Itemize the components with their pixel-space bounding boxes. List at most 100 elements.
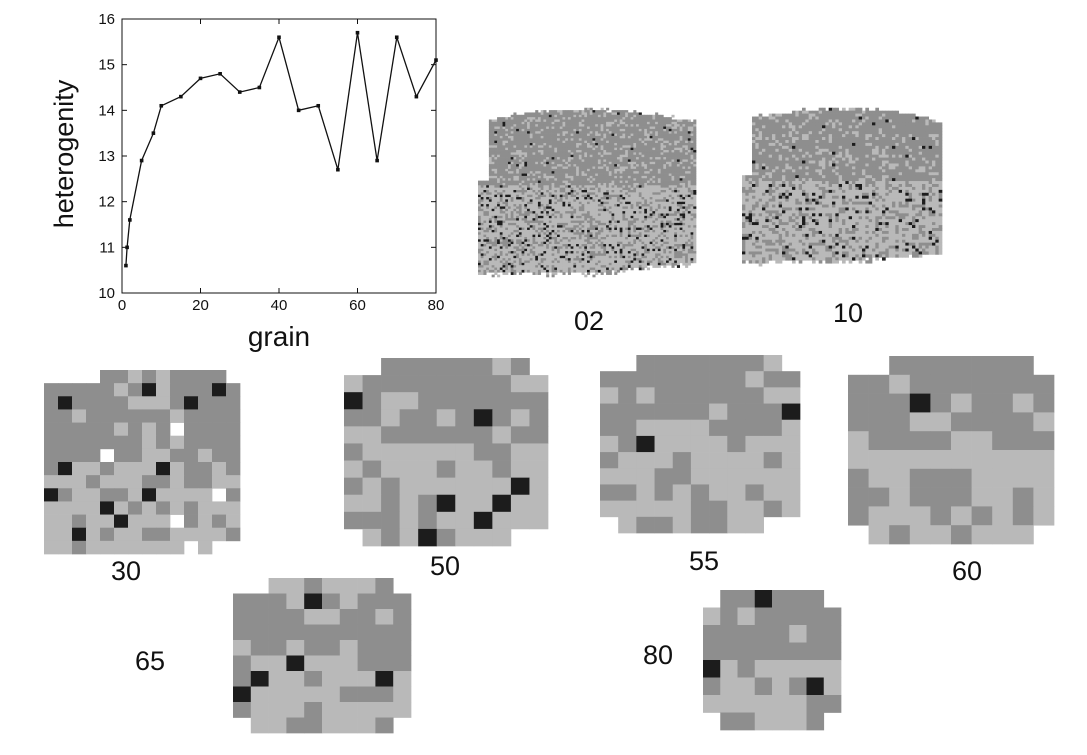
grain-cell (518, 128, 522, 132)
grain-cell (532, 126, 536, 130)
grain-cell (499, 197, 503, 200)
grain-cell (516, 194, 520, 198)
grain-cell (510, 213, 514, 217)
grain-cell (682, 185, 686, 188)
grain-cell (510, 255, 514, 259)
grain-cell (499, 218, 503, 221)
grain-cell (638, 204, 642, 207)
grain-cell (559, 260, 563, 264)
grain-cell (497, 164, 501, 167)
grain-cell (655, 227, 659, 231)
grain-cell (543, 211, 547, 214)
grain-cell (584, 128, 588, 132)
grain-cell (687, 147, 691, 151)
grain-cell (619, 251, 623, 254)
grain-cell (657, 131, 661, 134)
grain-cell (581, 171, 585, 174)
grain-cell (488, 213, 492, 217)
grain-cell (516, 208, 520, 212)
grain-cell (693, 225, 697, 228)
grain-cell (510, 197, 514, 200)
grain-cell (679, 234, 683, 238)
grain-cell (532, 211, 536, 214)
grain-cell (478, 260, 482, 264)
grain-cell (480, 204, 484, 207)
grain-cell (611, 140, 615, 144)
grain-cell (565, 258, 569, 261)
grain-cell (516, 171, 520, 174)
grain-cell (494, 241, 498, 245)
grain-cell (551, 187, 555, 191)
grain-cell (693, 121, 697, 125)
grain-cell (666, 143, 670, 146)
grain-cell (685, 220, 689, 224)
grain-cell (507, 234, 512, 238)
grain-cell (570, 248, 574, 252)
grain-cell (606, 133, 610, 137)
grain-cell (562, 138, 566, 141)
grain-cell (510, 121, 514, 125)
grain-cell (584, 175, 588, 179)
grain-cell (657, 244, 661, 247)
grain-cell (603, 201, 607, 205)
grain-cell (595, 225, 599, 228)
grain-cell (666, 222, 670, 226)
grain-cell (636, 215, 640, 219)
grain-cell (518, 124, 522, 127)
grain-cell (649, 237, 653, 240)
grain-cell (614, 157, 618, 160)
grain-cell (491, 133, 495, 137)
grain-cell (532, 178, 536, 181)
grain-cell (630, 131, 634, 134)
grain-cell (537, 161, 542, 165)
grain-cell (636, 175, 640, 179)
grain-cell (562, 253, 566, 257)
grain-cell (652, 192, 656, 196)
grain-cell (551, 246, 555, 250)
grain-cell (494, 119, 498, 123)
grain-cell (666, 255, 670, 259)
grain-cell (679, 164, 683, 167)
grain-cell (548, 110, 552, 113)
grain-cell (687, 152, 691, 156)
grain-cell (657, 246, 661, 250)
grain-cell (657, 145, 661, 149)
grain-cell (546, 131, 550, 134)
grain-cell (693, 135, 697, 139)
grain-cell (682, 150, 686, 153)
grain-cell (567, 246, 571, 250)
grain-cell (603, 208, 607, 212)
grain-cell (570, 135, 574, 139)
grain-cell (644, 150, 648, 153)
grain-cell (551, 208, 555, 212)
grain-cell (690, 241, 694, 245)
grain-cell (486, 222, 490, 226)
grain-cell (603, 150, 607, 153)
grain-cell (600, 173, 604, 177)
grain-cell (516, 140, 520, 144)
grain-cell (565, 119, 569, 123)
grain-cell (641, 244, 645, 247)
grain-cell (660, 241, 664, 245)
grain-cell (494, 147, 498, 151)
grain-cell (551, 201, 555, 205)
grain-cell (685, 140, 689, 144)
grain-cell (589, 255, 593, 259)
grain-cell (674, 161, 678, 165)
grain-cell (663, 251, 667, 254)
grain-cell (589, 114, 593, 118)
grain-cell (690, 190, 694, 193)
grain-cell (693, 220, 697, 224)
grain-cell (494, 133, 498, 137)
grain-cell (507, 215, 512, 219)
grain-cell (660, 211, 664, 214)
grain-cell (660, 218, 664, 221)
grain-cell (548, 114, 552, 118)
grain-cell (570, 225, 574, 228)
grain-cell (671, 131, 675, 134)
grain-cell (483, 194, 487, 198)
grain-cell (488, 218, 492, 221)
grain-cell (494, 192, 498, 196)
grain-cell (616, 229, 621, 233)
grain-cell (595, 222, 599, 226)
